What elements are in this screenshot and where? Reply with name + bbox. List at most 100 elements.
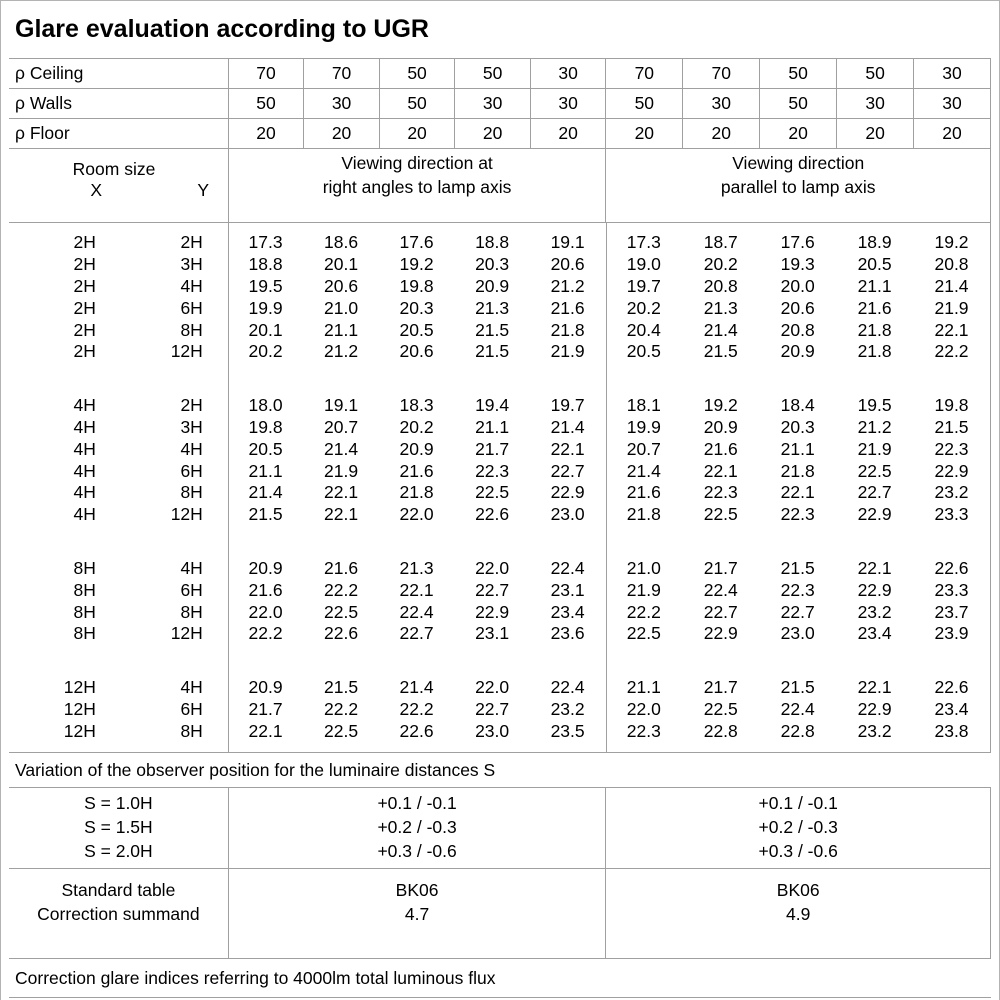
reflectance-value: 30 [529, 59, 606, 88]
ugr-value: 23.9 [934, 623, 969, 644]
room-x: 8H [73, 623, 96, 644]
ugr-value: 21.6 [857, 297, 892, 318]
table-row: 4H 6H 21.1 21.9 21.6 22.3 22.7 21.4 22.1 21.8 22.5… [9, 460, 990, 482]
ugr-value: 22.5 [703, 504, 738, 525]
ugr-value: 20.5 [626, 341, 661, 362]
ugr-value: 21.9 [324, 460, 359, 481]
ugr-value: 21.3 [703, 297, 738, 318]
column-header-row: Room size X Y Viewing direction at right… [9, 149, 991, 223]
s-label: S = 1.5H [84, 817, 153, 837]
room-y: 4H [180, 677, 203, 698]
table-row: 2H 6H 19.9 21.0 20.3 21.3 21.6 20.2 21.3 20.6 21.6… [9, 297, 990, 319]
ugr-value: 21.3 [399, 557, 434, 578]
reflectance-value: 50 [378, 59, 455, 88]
room-y: 3H [180, 254, 203, 275]
table-row: 8H 8H 22.0 22.5 22.4 22.9 23.4 22.2 22.7 22.7 23.2… [9, 601, 990, 623]
ugr-value: 17.3 [248, 232, 283, 253]
ugr-value: 20.2 [399, 416, 434, 437]
ugr-value: 21.5 [703, 341, 738, 362]
ugr-value: 21.9 [934, 297, 969, 318]
ugr-value: 22.4 [550, 677, 585, 698]
reflectance-value: 20 [913, 119, 990, 148]
ugr-value: 20.8 [780, 319, 815, 340]
ugr-value: 18.0 [248, 395, 283, 416]
reflectance-value: 20 [227, 119, 304, 148]
correction-summand-value: 4.9 [786, 904, 811, 924]
ugr-value: 20.3 [399, 297, 434, 318]
room-y: 12H [170, 623, 203, 644]
ugr-value: 21.2 [324, 341, 359, 362]
ugr-value: 20.9 [248, 557, 283, 578]
ugr-value: 21.5 [324, 677, 359, 698]
ugr-value: 22.9 [857, 698, 892, 719]
reflectance-row: ρ Walls 50 30 50 30 30 50 30 50 30 30 [9, 89, 991, 119]
room-x: 8H [73, 557, 96, 578]
ugr-value: 21.7 [703, 557, 738, 578]
room-x: 2H [73, 232, 96, 253]
summary-block: Standard table Correction summand BK06 4… [9, 869, 991, 959]
ugr-value: 23.2 [550, 698, 585, 719]
ugr-value: 20.8 [934, 254, 969, 275]
ugr-value: 21.1 [324, 319, 359, 340]
ugr-value: 23.0 [780, 623, 815, 644]
ugr-value: 20.5 [399, 319, 434, 340]
glare-evaluation-table: Glare evaluation according to UGR ρ Ceil… [9, 1, 991, 998]
right-angles-header-line1: Viewing direction at [341, 153, 493, 173]
reflectance-value: 30 [913, 59, 990, 88]
reflectance-value: 30 [303, 89, 379, 118]
spacing-variation-block: S = 1.0H S = 1.5H S = 2.0H +0.1 / -0.1 +… [9, 788, 991, 869]
ugr-value: 23.5 [550, 720, 585, 741]
room-y: 8H [180, 319, 203, 340]
ugr-value: 20.2 [248, 341, 283, 362]
reflectance-value: 30 [836, 89, 913, 118]
ugr-value: 22.1 [857, 677, 892, 698]
ugr-value: 22.1 [934, 319, 969, 340]
table-row: 2H 12H 20.2 21.2 20.6 21.5 21.9 20.5 21.5 20.9 21.… [9, 341, 990, 363]
room-y: 4H [180, 557, 203, 578]
ugr-value: 19.5 [248, 275, 283, 296]
ugr-value: 22.9 [550, 482, 585, 503]
room-y: 6H [180, 460, 203, 481]
ugr-value: 22.3 [780, 579, 815, 600]
ugr-value: 22.0 [248, 601, 283, 622]
ugr-value: 23.1 [475, 623, 510, 644]
s-value: +0.2 / -0.3 [377, 817, 457, 837]
ugr-value: 20.2 [703, 254, 738, 275]
table-row: 2H 8H 20.1 21.1 20.5 21.5 21.8 20.4 21.4 20.8 21.8… [9, 319, 990, 341]
ugr-value: 18.8 [248, 254, 283, 275]
ugr-value: 18.8 [475, 232, 510, 253]
reflectance-value: 20 [682, 119, 759, 148]
reflectance-value: 20 [759, 119, 836, 148]
table-row: 4H 3H 19.8 20.7 20.2 21.1 21.4 19.9 20.9 20.3 21.2… [9, 417, 990, 439]
ugr-value: 21.6 [248, 579, 283, 600]
ugr-value: 21.1 [248, 460, 283, 481]
summary-labels: Standard table Correction summand [9, 869, 228, 958]
ugr-value: 21.5 [248, 504, 283, 525]
ugr-value: 22.3 [703, 482, 738, 503]
ugr-value: 21.5 [780, 557, 815, 578]
room-x: 2H [73, 341, 96, 362]
reflectance-value: 20 [605, 119, 682, 148]
ugr-value: 21.4 [550, 416, 585, 437]
ugr-value: 22.1 [780, 482, 815, 503]
reflectance-section: ρ Ceiling 70 70 50 50 30 70 70 50 50 30 ρ Walls 50 30… [9, 59, 991, 149]
ugr-value: 21.6 [626, 482, 661, 503]
ugr-value: 20.9 [399, 438, 434, 459]
xy-labels: X Y [9, 180, 228, 201]
ugr-value: 19.8 [399, 275, 434, 296]
ugr-value: 22.5 [324, 601, 359, 622]
ugr-value: 19.3 [780, 254, 815, 275]
ugr-value: 22.6 [934, 557, 969, 578]
variation-note: Variation of the observer position for t… [9, 753, 991, 788]
room-y: 6H [180, 297, 203, 318]
ugr-value: 19.8 [248, 416, 283, 437]
ugr-value: 19.5 [857, 395, 892, 416]
right-angles-group-header: Viewing direction at right angles to lam… [227, 149, 606, 222]
ugr-value: 23.3 [934, 579, 969, 600]
ugr-value: 22.7 [550, 460, 585, 481]
ugr-value: 22.7 [399, 623, 434, 644]
room-x: 8H [73, 601, 96, 622]
reflectance-value: 70 [303, 59, 379, 88]
ugr-value: 20.7 [324, 416, 359, 437]
room-x: 4H [73, 460, 96, 481]
